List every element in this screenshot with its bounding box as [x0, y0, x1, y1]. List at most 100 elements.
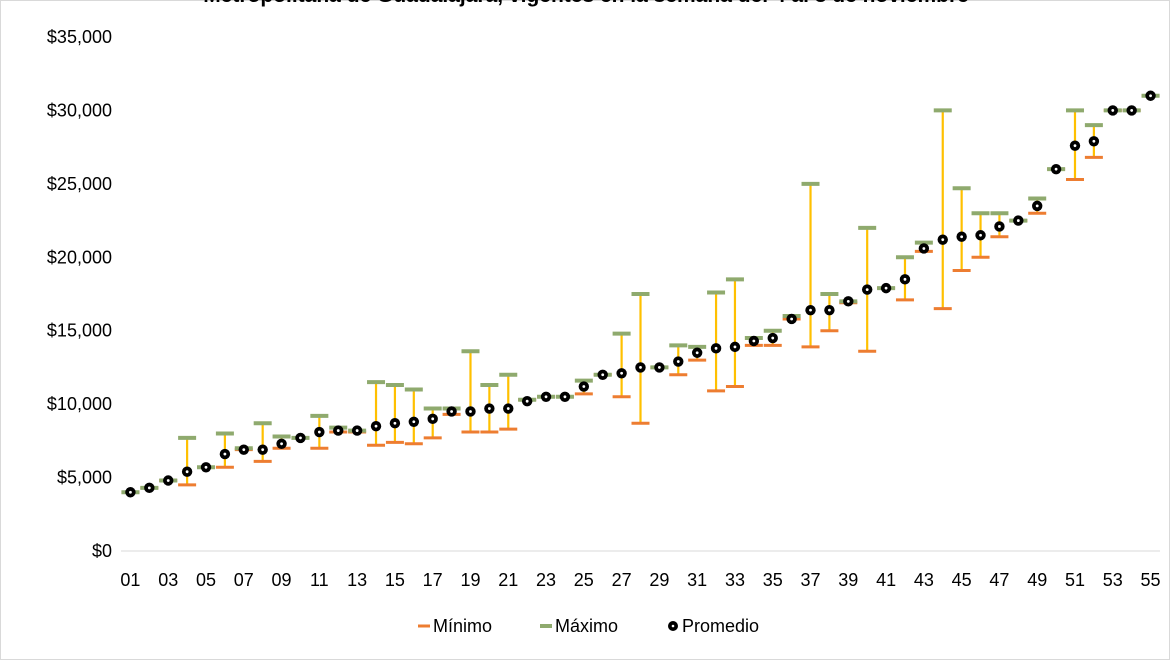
x-tick-label: 11: [310, 570, 329, 590]
x-tick-label: 07: [234, 570, 254, 590]
x-tick-label: 47: [989, 570, 1009, 590]
avg-point-center: [676, 360, 680, 363]
x-tick-label: 25: [574, 570, 594, 590]
x-tick-label: 31: [687, 570, 707, 590]
avg-point-center: [865, 288, 869, 291]
avg-point-center: [1111, 109, 1115, 112]
x-tick-label: 17: [423, 570, 443, 590]
y-tick-label: $15,000: [47, 321, 112, 341]
avg-point-center: [828, 308, 831, 312]
x-tick-label: 43: [914, 570, 934, 590]
avg-point-center: [129, 490, 132, 494]
avg-point-center: [563, 395, 567, 399]
x-tick-label: 23: [536, 570, 556, 590]
plot-area: [121, 90, 1160, 498]
avg-point-center: [1054, 167, 1058, 171]
avg-point-center: [979, 233, 982, 237]
avg-point-center: [1016, 219, 1020, 222]
avg-point-center: [846, 299, 850, 303]
avg-point-center: [185, 470, 189, 474]
avg-point-center: [1035, 204, 1039, 208]
avg-point-center: [261, 448, 265, 452]
x-axis: 01 03 05 07 09 11 13 15 17 19 21 23 25 27 29 31 33 35 37 39…: [120, 550, 1161, 590]
avg-point-center: [506, 407, 510, 410]
x-tick-label: 45: [952, 570, 972, 590]
x-tick-label: 41: [876, 570, 896, 590]
y-axis: $0 $5,000 $10,000 $15,000 $20,000 $25,000 $30,…: [47, 27, 112, 561]
avg-point-center: [714, 346, 718, 350]
avg-point-center: [733, 345, 737, 349]
avg-point-center: [790, 317, 794, 321]
x-tick-label: 27: [612, 570, 632, 590]
y-tick-label: $30,000: [47, 100, 112, 120]
x-tick-label: 33: [725, 570, 745, 590]
avg-point-center: [941, 238, 945, 242]
avg-point-center: [412, 420, 416, 424]
x-tick-label: 13: [347, 570, 367, 590]
avg-point-center: [620, 371, 624, 375]
legend-label: Promedio: [682, 616, 759, 636]
x-tick-label: 53: [1103, 570, 1123, 590]
avg-point-center: [1073, 144, 1077, 148]
x-tick-label: 49: [1027, 570, 1047, 590]
x-tick-label: 09: [272, 570, 292, 590]
avg-point-center: [487, 407, 491, 410]
y-tick-label: $35,000: [47, 27, 112, 47]
x-tick-label: 01: [120, 570, 140, 590]
avg-point-center: [166, 479, 170, 482]
avg-point-center: [752, 339, 756, 343]
avg-point-center: [223, 452, 227, 456]
avg-point-center: [809, 308, 812, 312]
legend-symbol-center: [671, 624, 675, 628]
avg-point-center: [1130, 109, 1134, 112]
avg-point-center: [450, 410, 453, 413]
x-tick-label: 29: [649, 570, 669, 590]
avg-point-center: [582, 385, 586, 388]
avg-point-center: [695, 351, 699, 355]
x-tick-label: 03: [158, 570, 178, 590]
y-tick-label: $20,000: [47, 247, 112, 267]
chart-title: Metropolitana de Guadalajara, vigentes e…: [0, 0, 1172, 8]
avg-point-center: [998, 225, 1001, 228]
x-tick-label: 37: [801, 570, 821, 590]
avg-point-center: [280, 442, 283, 446]
y-tick-label: $5,000: [57, 468, 112, 488]
avg-point-center: [525, 399, 529, 403]
avg-point-center: [374, 424, 378, 428]
avg-point-center: [147, 486, 151, 490]
y-tick-label: $25,000: [47, 174, 112, 194]
avg-point-center: [393, 421, 397, 425]
avg-point-center: [657, 366, 661, 369]
x-tick-label: 19: [460, 570, 480, 590]
avg-point-center: [771, 336, 775, 340]
avg-point-center: [317, 430, 321, 434]
legend: Mínimo Máximo Promedio: [418, 616, 759, 636]
avg-point-center: [336, 429, 340, 432]
avg-point-center: [469, 410, 472, 413]
legend-label: Mínimo: [433, 616, 492, 636]
avg-point-center: [884, 286, 888, 290]
avg-point-center: [299, 436, 302, 440]
avg-point-center: [601, 373, 605, 377]
x-tick-label: 35: [763, 570, 783, 590]
x-tick-label: 21: [498, 570, 518, 590]
x-tick-label: 15: [385, 570, 405, 590]
legend-label: Máximo: [555, 616, 618, 636]
x-tick-label: 05: [196, 570, 216, 590]
y-tick-label: $10,000: [47, 394, 112, 414]
y-tick-label: $0: [92, 541, 112, 561]
avg-point-center: [922, 247, 926, 250]
x-tick-label: 39: [838, 570, 858, 590]
avg-point-center: [204, 465, 208, 469]
avg-point-center: [639, 366, 642, 369]
x-tick-label: 55: [1141, 570, 1161, 590]
avg-point-center: [1149, 94, 1152, 98]
avg-point-center: [242, 448, 246, 452]
avg-point-center: [431, 417, 435, 421]
avg-point-center: [355, 429, 359, 432]
avg-point-center: [544, 395, 548, 399]
avg-point-center: [1092, 139, 1096, 143]
x-tick-label: 51: [1065, 570, 1085, 590]
